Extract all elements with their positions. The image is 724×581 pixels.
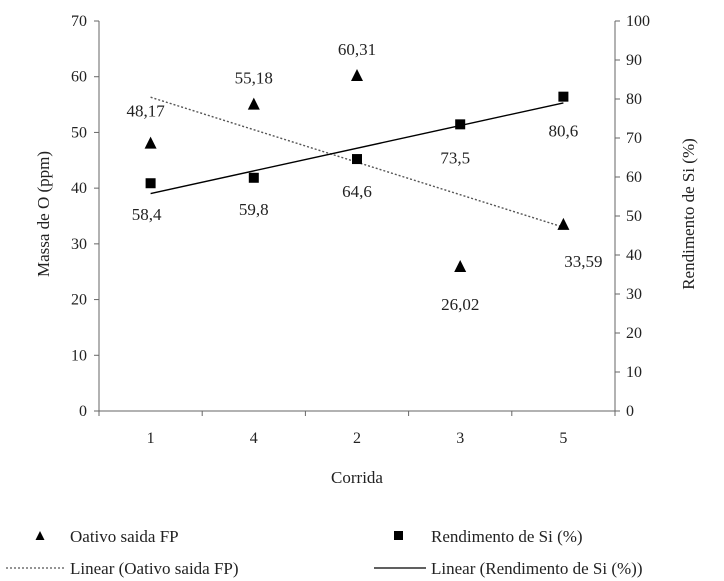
x-tick-label: 4 [250,430,258,447]
right-tick-label: 100 [626,13,650,30]
legend-label-trend-2: Linear (Rendimento de Si (%)) [431,559,643,578]
left-tick-label: 10 [71,347,87,364]
oativo-data-label: 55,18 [235,69,273,88]
square-point [248,172,259,183]
left-axis-title: Massa de O (ppm) [34,151,53,277]
right-tick-label: 50 [626,208,642,225]
trendline-rendimento [150,102,564,195]
legend-triangle-marker [35,531,45,540]
right-tick-label: 70 [626,130,642,147]
x-tick-label: 5 [559,430,567,447]
right-axis-ticks: 0 10 20 30 40 50 60 70 80 90 100 [615,13,650,420]
legend: Oativo saida FP Rendimento de Si (%) Lin… [6,527,643,578]
rendimento-data-label: 64,6 [342,182,372,201]
legend-label-trend-1: Linear (Oativo saida FP) [70,559,239,578]
rendimento-data-label: 80,6 [549,122,579,141]
left-tick-label: 40 [71,180,87,197]
rendimento-data-label: 58,4 [132,205,162,224]
oativo-data-label: 26,02 [441,295,479,314]
legend-square-marker [394,531,403,540]
oativo-data-label: 60,31 [338,40,376,59]
legend-label-series-2: Rendimento de Si (%) [431,527,583,546]
data-points [144,68,570,273]
left-tick-label: 30 [71,236,87,253]
left-axis-ticks: 0 10 20 30 40 50 60 70 [71,13,99,420]
left-tick-label: 50 [71,124,87,141]
triangle-point [557,217,570,230]
left-tick-label: 20 [71,292,87,309]
legend-label-series-1: Oativo saida FP [70,527,179,546]
right-tick-label: 60 [626,169,642,186]
triangle-point [144,136,157,149]
square-point [352,154,362,165]
triangle-point [351,68,363,81]
right-tick-label: 0 [626,403,634,420]
right-tick-label: 90 [626,52,642,69]
oativo-data-label: 33,59 [564,252,602,271]
rendimento-data-label: 59,8 [239,200,269,219]
x-tick-label: 1 [147,430,155,447]
right-tick-label: 20 [626,325,642,342]
oativo-data-label: 48,17 [126,102,165,121]
left-tick-label: 60 [71,69,87,86]
triangle-point [454,260,467,273]
x-tick-label: 2 [353,430,361,447]
x-axis-ticks: 1 4 2 3 5 [98,411,616,447]
square-point [145,178,156,189]
x-tick-label: 3 [456,430,464,447]
right-tick-label: 30 [626,286,642,303]
right-tick-label: 40 [626,247,642,264]
right-tick-label: 10 [626,364,642,381]
left-tick-label: 70 [71,13,87,30]
right-tick-label: 80 [626,91,642,108]
square-point [558,91,569,102]
square-point [455,119,466,130]
rendimento-data-label: 73,5 [440,148,470,167]
x-axis-title: Corrida [331,468,383,487]
left-tick-label: 0 [79,403,87,420]
triangle-point [247,97,260,110]
right-axis-title: Rendimento de Si (%) [679,138,698,290]
data-labels: 48,17 55,18 60,31 26,02 33,59 58,4 59,8 64,6 73,… [126,40,602,314]
